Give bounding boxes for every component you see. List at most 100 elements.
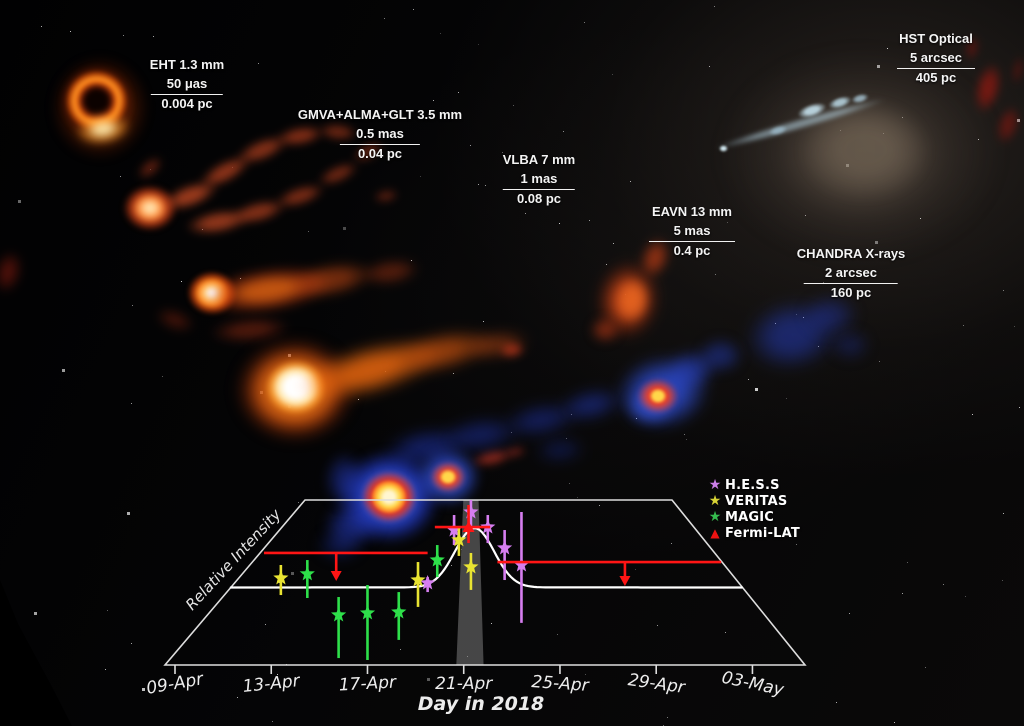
blob xyxy=(200,259,336,321)
scale-bar xyxy=(150,93,223,95)
blob xyxy=(194,148,256,196)
x-tick-label: 09-Apr xyxy=(145,669,206,699)
blob xyxy=(991,102,1024,148)
blob xyxy=(713,94,887,154)
scale-label-gmva: GMVA+ALMA+GLT 3.5 mm 0.5 mas 0.04 pc xyxy=(298,107,462,162)
veritas-star-icon: ★ xyxy=(708,493,722,509)
blob xyxy=(625,386,675,426)
scale-distance: 0.004 pc xyxy=(161,95,213,111)
star-marker xyxy=(513,557,530,572)
blob xyxy=(830,330,870,360)
starfield xyxy=(0,0,1,1)
scale-title: EAVN 13 mm xyxy=(652,204,732,219)
legend-item-hess: ★ H.E.S.S xyxy=(705,478,800,494)
y-axis-title: Relative Intensity xyxy=(182,505,285,614)
scale-size: 1 mas xyxy=(520,171,558,187)
scale-title: HST Optical xyxy=(899,31,973,46)
x-tick-label: 17-Apr xyxy=(338,672,397,695)
blob xyxy=(231,129,293,171)
legend-label: Fermi-LAT xyxy=(725,526,800,541)
blob xyxy=(439,469,457,485)
magic-star-icon: ★ xyxy=(708,509,722,525)
star-marker xyxy=(273,570,289,585)
blob xyxy=(379,421,471,475)
blob xyxy=(637,378,679,414)
star-marker xyxy=(446,522,462,537)
scale-bar xyxy=(803,282,898,284)
blob xyxy=(361,471,417,523)
scale-label-eavn: EAVN 13 mm 5 mas 0.4 pc xyxy=(649,204,735,259)
blob xyxy=(317,530,363,560)
blob xyxy=(608,346,716,438)
down-arrow-icon xyxy=(330,571,342,582)
blob xyxy=(324,502,380,548)
blob xyxy=(498,340,526,360)
blob xyxy=(272,178,328,214)
scale-distance: 0.4 pc xyxy=(673,242,711,258)
scale-title: EHT 1.3 mm xyxy=(149,57,225,72)
star-marker xyxy=(463,559,479,574)
blob xyxy=(590,317,620,343)
blob xyxy=(555,383,625,427)
scale-size: 5 mas xyxy=(673,223,711,239)
x-tick-label: 03-May xyxy=(720,668,787,701)
scale-distance: 0.08 pc xyxy=(516,190,562,206)
legend-item-veritas: ★ VERITAS xyxy=(705,493,800,510)
x-tick-label: 25-Apr xyxy=(531,672,590,696)
blob xyxy=(590,255,666,345)
star-marker xyxy=(429,552,445,567)
scale-title: CHANDRA X-rays xyxy=(796,246,906,261)
blob xyxy=(469,445,515,471)
star-marker xyxy=(410,572,426,587)
blob xyxy=(234,337,356,443)
blob xyxy=(123,185,177,231)
star-marker xyxy=(359,605,376,620)
blob xyxy=(502,443,528,461)
blob xyxy=(800,100,930,200)
scale-title: VLBA 7 mm xyxy=(502,152,576,167)
blob xyxy=(338,450,440,544)
star-marker xyxy=(299,565,315,581)
blob xyxy=(371,186,401,206)
blob xyxy=(209,314,291,346)
scale-size: 2 arcsec xyxy=(824,265,878,281)
blob xyxy=(152,303,198,337)
scale-label-vlba: VLBA 7 mm 1 mas 0.08 pc xyxy=(503,152,575,207)
foreground-wedge xyxy=(0,580,72,726)
blob xyxy=(50,55,150,161)
scale-size: 0.5 mas xyxy=(356,126,404,142)
star-marker xyxy=(331,607,347,622)
scale-distance: 405 pc xyxy=(915,69,957,85)
blob xyxy=(415,447,481,507)
scale-label-chandra: CHANDRA X-rays 2 arcsec 160 pc xyxy=(797,246,906,301)
x-axis-title: Day in 2018 xyxy=(418,693,545,715)
blob xyxy=(382,321,498,383)
scale-bar xyxy=(340,143,420,145)
blob xyxy=(133,152,167,184)
blob xyxy=(187,271,237,315)
blob xyxy=(649,388,667,404)
blob xyxy=(610,274,654,326)
x-tick-label: 29-Apr xyxy=(627,670,687,698)
blob xyxy=(534,435,586,465)
blob xyxy=(282,255,378,305)
blob xyxy=(658,343,722,397)
down-arrow-icon xyxy=(619,575,631,586)
blob xyxy=(358,254,422,290)
scale-title: GMVA+ALMA+GLT 3.5 mm xyxy=(297,107,463,122)
blob xyxy=(157,174,223,218)
fermi-triangle-icon: ▲ xyxy=(710,526,720,540)
blob xyxy=(1009,54,1024,86)
scale-bar xyxy=(502,188,575,190)
blob xyxy=(59,64,141,152)
legend-label: VERITAS xyxy=(725,494,788,509)
blob xyxy=(795,99,829,121)
blob xyxy=(500,397,580,443)
scale-label-eht: EHT 1.3 mm 50 μas 0.004 pc xyxy=(150,57,224,112)
blob xyxy=(458,326,532,364)
blob xyxy=(438,412,522,458)
blob xyxy=(850,91,870,105)
star-marker xyxy=(391,604,407,619)
blob xyxy=(73,109,133,149)
